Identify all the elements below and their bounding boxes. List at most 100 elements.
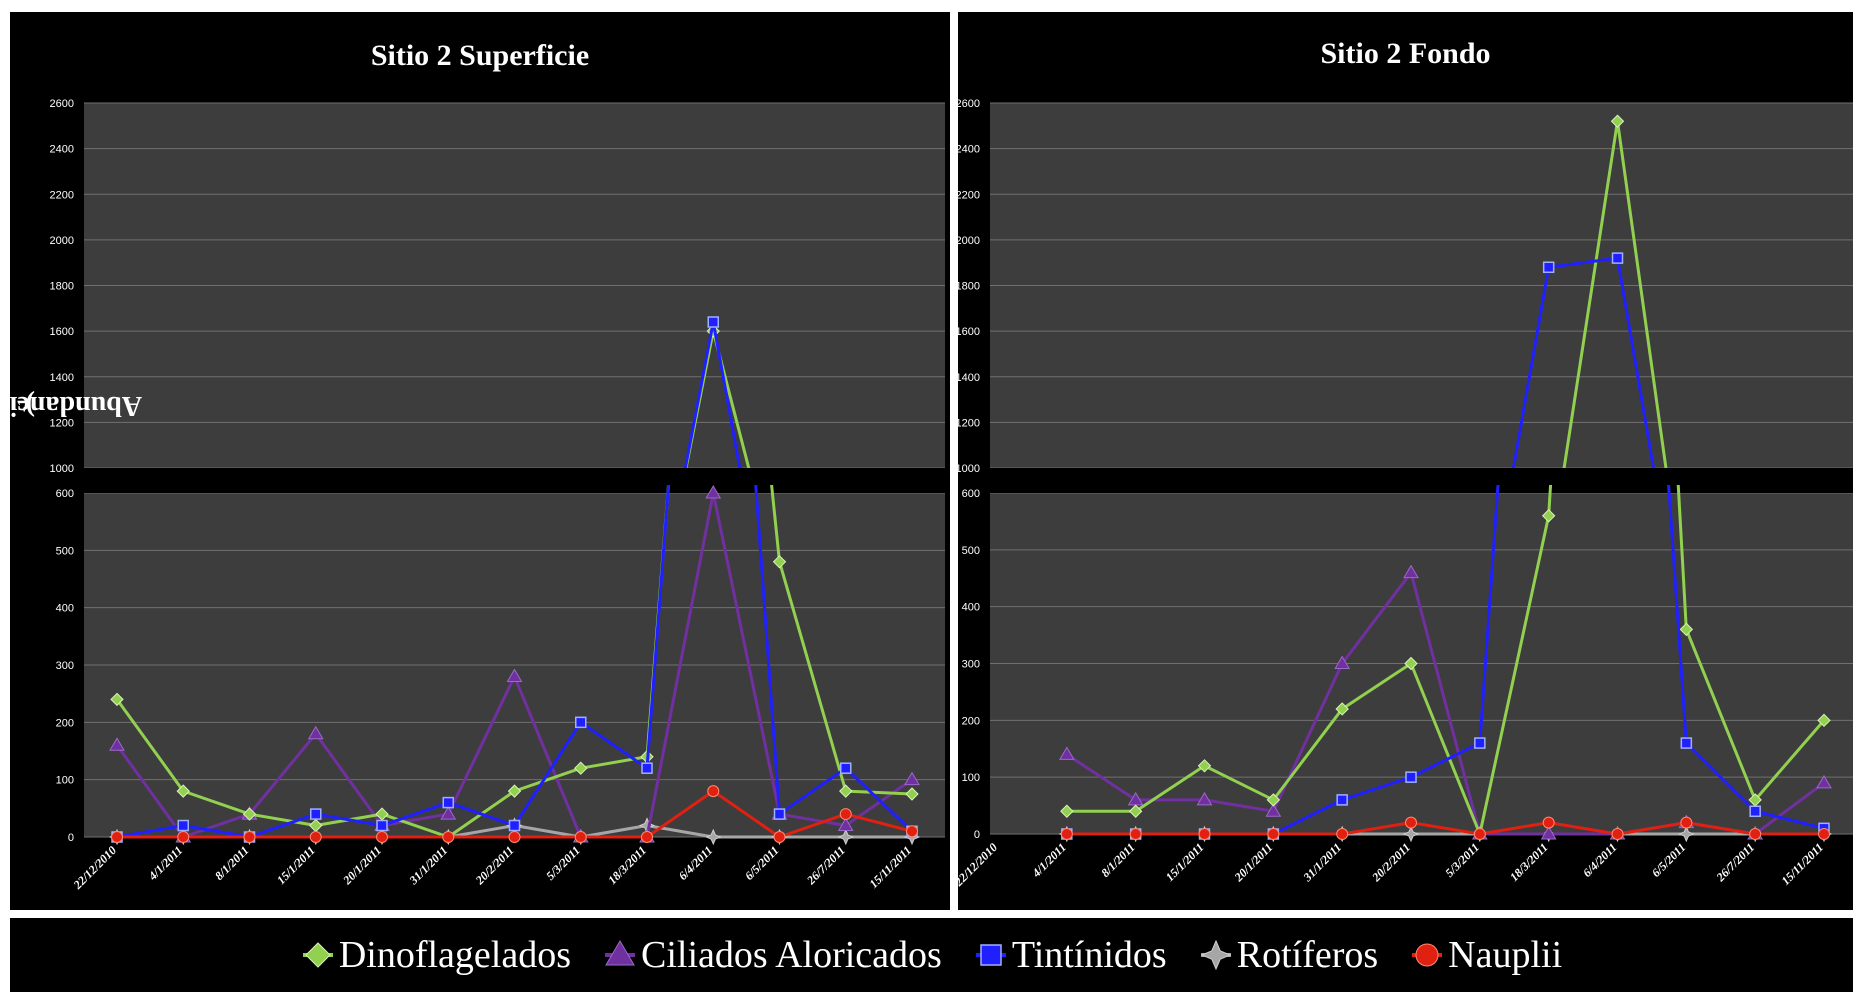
y-tick-label: 1600 [50, 326, 74, 338]
y-tick-label: 300 [56, 660, 74, 672]
star-marker-icon [1200, 939, 1231, 971]
series-line-segment [646, 824, 714, 839]
series-line-segment [381, 812, 449, 839]
data-point [177, 831, 190, 843]
series-line-segment [248, 732, 317, 816]
data-point [575, 716, 587, 729]
series-line-segment [1409, 662, 1482, 835]
series-line-segment [712, 789, 781, 839]
data-point [641, 762, 653, 774]
data-point [1610, 114, 1625, 128]
series-line-segment [1478, 485, 1500, 744]
series-line-segment [1616, 121, 1668, 468]
data-point [307, 725, 324, 740]
data-point [1267, 828, 1280, 840]
data-point [1749, 805, 1761, 818]
series-line-segment [182, 789, 250, 816]
series-line-segment [579, 721, 648, 770]
triangle-marker-icon [605, 940, 635, 966]
data-point [773, 831, 786, 843]
series-line-segment [116, 824, 184, 839]
y-tick-label: 600 [962, 488, 980, 500]
y-tick-label: 1000 [956, 463, 980, 475]
legend-label: Tintínidos [1011, 934, 1167, 976]
data-point [839, 784, 853, 798]
data-point [376, 819, 388, 832]
data-point [1334, 655, 1351, 669]
data-point [837, 828, 855, 846]
data-point [176, 784, 190, 798]
chart-panel-2: Sitio 2 Fondo100012001400160018002000220… [951, 12, 1853, 910]
series-line-segment [182, 824, 250, 839]
legend-label: Nauplii [1448, 934, 1563, 976]
data-point [1266, 793, 1281, 807]
series-line-segment [514, 824, 582, 839]
data-point [705, 485, 722, 499]
diamond-marker-icon [302, 942, 333, 968]
data-point [1403, 564, 1419, 579]
series-line-segment [1617, 821, 1687, 836]
series-line-segment [1340, 571, 1413, 665]
data-point [440, 806, 457, 820]
data-point [839, 808, 852, 821]
series-line-segment [249, 812, 317, 828]
series-line-segment [1685, 742, 1757, 813]
y-tick-label: 500 [56, 545, 74, 557]
data-point [1197, 759, 1212, 773]
y-tick-label: 300 [962, 659, 980, 671]
legend-entry: Tintínidos [974, 933, 1167, 977]
data-point [309, 831, 322, 843]
data-point [310, 808, 322, 820]
series-line-segment [779, 812, 847, 839]
y-tick-label: 2000 [956, 235, 980, 247]
y-tick-label: 2200 [50, 189, 74, 201]
data-point [1678, 825, 1695, 843]
y-axis-label: Abundancia (ind. l-1) [0, 390, 142, 422]
y-tick-label: 100 [56, 775, 74, 787]
data-point [111, 831, 123, 843]
data-point [1680, 737, 1693, 749]
data-point [772, 555, 787, 569]
y-tick-label: 1600 [956, 326, 980, 338]
data-point [1128, 804, 1143, 818]
series-line-segment [683, 321, 715, 468]
data-point [574, 831, 587, 843]
legend-marker [605, 940, 635, 966]
legend-entry: Rotíferos [1199, 933, 1378, 977]
data-point [641, 831, 653, 843]
series-nauplii [1060, 816, 1830, 840]
data-point [705, 828, 722, 846]
series-line-segment [1667, 485, 1688, 744]
series-line-segment [1410, 741, 1481, 779]
y-tick-label: 500 [962, 545, 980, 557]
data-point [506, 668, 523, 682]
y-tick-label: 0 [974, 829, 980, 841]
axis-break [84, 468, 945, 493]
legend-marker [305, 942, 331, 968]
data-point [508, 819, 521, 832]
y-tick-label: 100 [962, 772, 980, 784]
series-line-segment [115, 698, 185, 793]
series-line-segment [513, 675, 583, 838]
legend-label: Ciliados Aloricados [641, 934, 942, 976]
legend-entry: Ciliados Aloricados [603, 933, 942, 977]
series-line-segment [182, 812, 250, 839]
y-tick-label: 1400 [50, 372, 74, 384]
series-line-segment [1562, 121, 1619, 468]
y-tick-label: 1400 [956, 372, 980, 384]
square-marker-icon [975, 944, 1006, 966]
series-line-segment [447, 824, 515, 839]
series-line-segment [514, 766, 582, 793]
data-point [242, 807, 257, 821]
series-line-segment [580, 755, 648, 770]
y-tick-label: 2600 [956, 98, 980, 110]
y-tick-label: 1200 [956, 417, 980, 429]
series-line-segment [1754, 781, 1825, 836]
series-line-segment [1754, 719, 1826, 801]
circle-marker-icon [1412, 943, 1443, 967]
data-point [1817, 713, 1831, 728]
data-point [707, 316, 719, 328]
data-point [1474, 737, 1486, 749]
data-point [1611, 828, 1624, 840]
